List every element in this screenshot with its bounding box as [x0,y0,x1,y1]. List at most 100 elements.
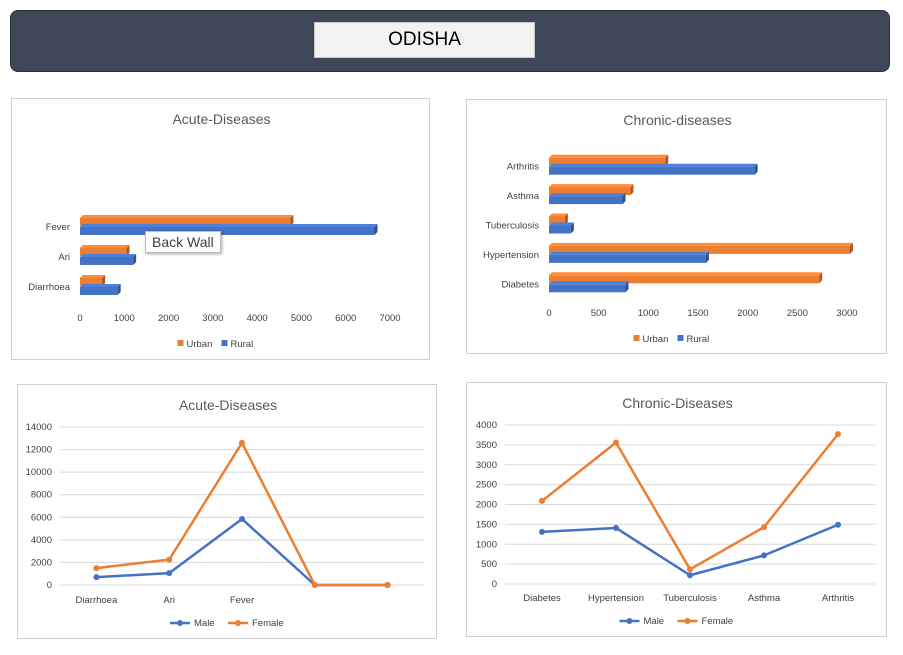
y-tick-label: 2000 [476,500,497,511]
bar-urban [80,248,127,256]
data-point-female [93,565,100,572]
legend-marker-female [235,620,241,626]
chart-panel-acute-line[interactable]: Acute-Diseases 0 2000 4000 6000 8000 10000 1200… [17,384,437,639]
bar-urban [80,218,291,226]
x-tick-label: 1500 [687,308,708,319]
y-tick-label: 14000 [26,422,52,433]
bar-top-urban [549,213,568,217]
bar-side-urban [564,213,568,225]
chart-title: Acute-Diseases [172,111,270,127]
legend-label-male: Male [644,616,665,627]
bar-urban [80,278,103,286]
data-point-female [613,439,619,446]
chart-panel-acute-bar[interactable]: Acute-Diseases 0 1000 2000 3000 4000 5000 6000 7… [11,98,430,360]
x-tick-label: 3000 [836,308,857,319]
bar-top-urban [549,272,823,276]
chart-panel-chronic-bar[interactable]: Chronic-diseases 0 500 1000 1500 2000 2500 3000… [466,99,887,354]
bar-top-rural [80,284,121,287]
x-tick-label: 6000 [335,313,356,324]
bar-rural [80,257,134,265]
bar-side-rural [374,224,378,235]
data-point-female [311,582,318,588]
header-banner: ODISHA [10,10,890,72]
data-point-female [539,497,545,504]
legend-marker-male [626,618,633,624]
x-tick-label: 7000 [379,313,400,324]
bar-side-rural [625,281,629,293]
data-point-female [761,524,767,531]
x-tick-label: 2000 [737,308,758,319]
bar-top-rural [549,222,574,226]
bar-rural [549,225,571,234]
x-category-label: Hypertension [588,593,644,604]
x-tick-label: 2000 [158,313,179,324]
x-category-label: Fever [230,595,254,606]
bar-top-rural [549,193,626,197]
chart-title: Chronic-diseases [623,112,731,128]
bar-top-urban [80,215,294,218]
bar-top-urban [549,242,853,246]
legend-swatch-urban [633,335,640,341]
y-tick-label: 0 [492,579,497,590]
legend-swatch-rural [221,340,228,346]
bar-top-urban [80,275,106,278]
y-tick-label: 4000 [476,420,497,431]
bar-top-urban [549,184,634,188]
y-tick-label: 6000 [31,512,52,523]
bar-side-urban [849,242,853,254]
bar-side-urban [819,272,823,284]
x-category-label: Tuberculosis [663,593,717,604]
legend-label-urban: Urban [187,339,213,350]
bar-side-rural [117,284,121,295]
x-category-label: Diabetes [523,593,561,604]
bar-rural [80,227,375,235]
y-tick-label: 8000 [31,490,52,501]
x-category-label: Ari [163,595,175,606]
y-tick-label: 1000 [476,539,497,550]
bar-side-rural [754,163,758,175]
y-category-label: Ari [58,252,70,263]
x-tick-label: 1000 [638,308,659,319]
bar-side-rural [570,222,574,234]
y-tick-label: 4000 [31,535,52,546]
x-category-label: Asthma [748,593,781,604]
series-line-female [541,433,839,571]
chart-tooltip: Back Wall [145,231,221,253]
data-point-male [761,552,767,559]
bar-top-rural [80,254,137,257]
bar-side-urban [102,275,106,286]
bar-urban [549,245,850,254]
legend-label-rural: Rural [231,339,254,350]
legend-swatch-rural [677,335,684,341]
chart-panel-chronic-line[interactable]: Chronic-Diseases 0 500 1000 1500 2000 2500 3000… [466,382,887,637]
series-line-male [96,517,388,587]
y-tick-label: 10000 [26,467,52,478]
data-point-male [835,521,841,528]
y-category-label: Hypertension [483,250,539,261]
data-point-female [166,556,173,563]
series-line-female [96,441,388,587]
legend-label-female: Female [702,616,734,627]
bar-side-urban [290,215,294,226]
data-point-male [613,524,619,531]
y-category-label: Tuberculosis [485,221,539,232]
bar-top-rural [549,163,758,167]
data-point-male [539,528,545,535]
x-tick-label: 0 [77,313,82,324]
legend-label-female: Female [252,618,284,629]
acute-line-chart: Acute-Diseases 0 2000 4000 6000 8000 10000 1200… [26,397,424,629]
y-category-label: Diabetes [502,279,540,290]
y-category-label: Fever [46,222,70,233]
data-point-male [687,572,693,579]
y-tick-label: 1500 [476,519,497,530]
bar-rural [80,287,118,295]
data-point-female [384,582,391,588]
bar-side-rural [622,193,626,205]
bar-side-urban [630,184,634,196]
y-tick-label: 12000 [26,445,52,456]
bar-rural [549,166,755,175]
y-tick-label: 3000 [476,460,497,471]
x-category-label: Diarrhoea [76,595,118,606]
bar-side-urban [126,245,130,256]
bar-top-rural [549,281,629,285]
